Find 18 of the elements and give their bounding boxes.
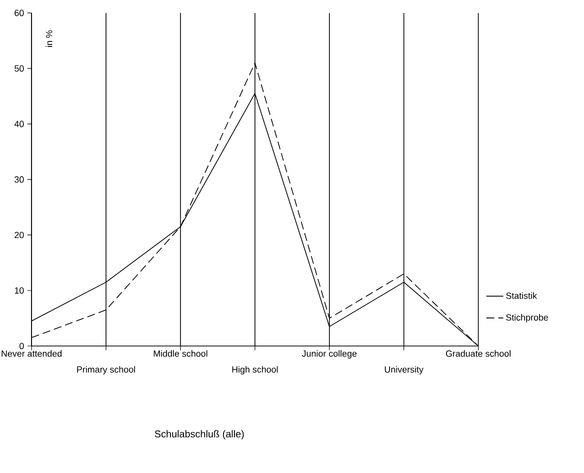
y-tick-label: 40 xyxy=(14,120,24,128)
x-tick-label: High school xyxy=(232,366,278,375)
y-tick-label: 10 xyxy=(14,287,24,294)
x-tick-label: University xyxy=(384,366,424,375)
y-tick-label: 20 xyxy=(14,232,24,238)
x-tick-label: Graduate school xyxy=(446,350,510,357)
legend-label: Statistik xyxy=(506,292,538,300)
y-tick-label: 0 xyxy=(20,343,24,350)
x-tick-label: Never attended xyxy=(2,350,62,357)
legend-label: Stichprobe xyxy=(506,314,548,323)
y-tick-label: 60 xyxy=(14,10,24,16)
x-tick-label: Junior college xyxy=(302,350,357,359)
y-axis-title: in % xyxy=(46,30,52,48)
y-tick-label: 30 xyxy=(14,176,24,183)
text: Schulabschluß (alle) xyxy=(154,430,244,440)
x-tick-label: Primary school xyxy=(77,366,135,375)
y-tick-label: 50 xyxy=(14,65,24,72)
x-tick-label: Middle school xyxy=(154,350,208,357)
